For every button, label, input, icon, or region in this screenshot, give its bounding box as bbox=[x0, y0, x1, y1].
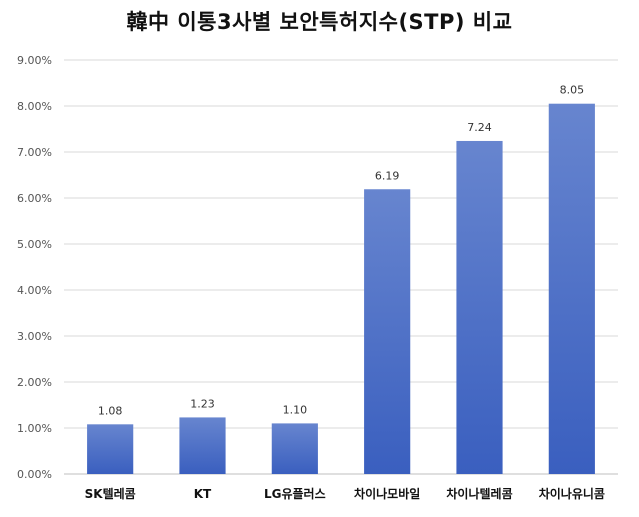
data-label: 7.24 bbox=[467, 121, 492, 134]
x-tick-label: LG유플러스 bbox=[264, 486, 326, 501]
bar bbox=[364, 189, 411, 474]
y-tick-label: 9.00% bbox=[17, 54, 52, 67]
x-tick-label: SK텔레콤 bbox=[85, 486, 136, 501]
data-label: 1.23 bbox=[190, 397, 215, 410]
chart-title: 韓中 이통3사별 보안특허지수(STP) 비교 bbox=[126, 10, 513, 34]
y-tick-label: 5.00% bbox=[17, 238, 52, 251]
data-label: 1.10 bbox=[283, 403, 308, 416]
y-tick-label: 2.00% bbox=[17, 376, 52, 389]
y-tick-label: 8.00% bbox=[17, 100, 52, 113]
x-tick-label: 차이나텔레콤 bbox=[446, 486, 512, 501]
y-tick-label: 7.00% bbox=[17, 146, 52, 159]
bar bbox=[271, 423, 318, 474]
y-tick-label: 6.00% bbox=[17, 192, 52, 205]
x-tick-label: 차이나유니콤 bbox=[539, 486, 605, 501]
y-tick-label: 3.00% bbox=[17, 330, 52, 343]
data-label: 1.08 bbox=[98, 404, 123, 417]
bar bbox=[179, 417, 226, 474]
x-tick-label: KT bbox=[194, 487, 212, 501]
data-label: 6.19 bbox=[375, 169, 400, 182]
y-tick-label: 1.00% bbox=[17, 422, 52, 435]
data-label: 8.05 bbox=[560, 84, 585, 97]
bar bbox=[87, 424, 134, 474]
bar bbox=[456, 140, 503, 474]
bar bbox=[548, 103, 595, 474]
y-tick-label: 4.00% bbox=[17, 284, 52, 297]
x-tick-label: 차이나모바일 bbox=[354, 486, 420, 501]
y-tick-label: 0.00% bbox=[17, 468, 52, 481]
